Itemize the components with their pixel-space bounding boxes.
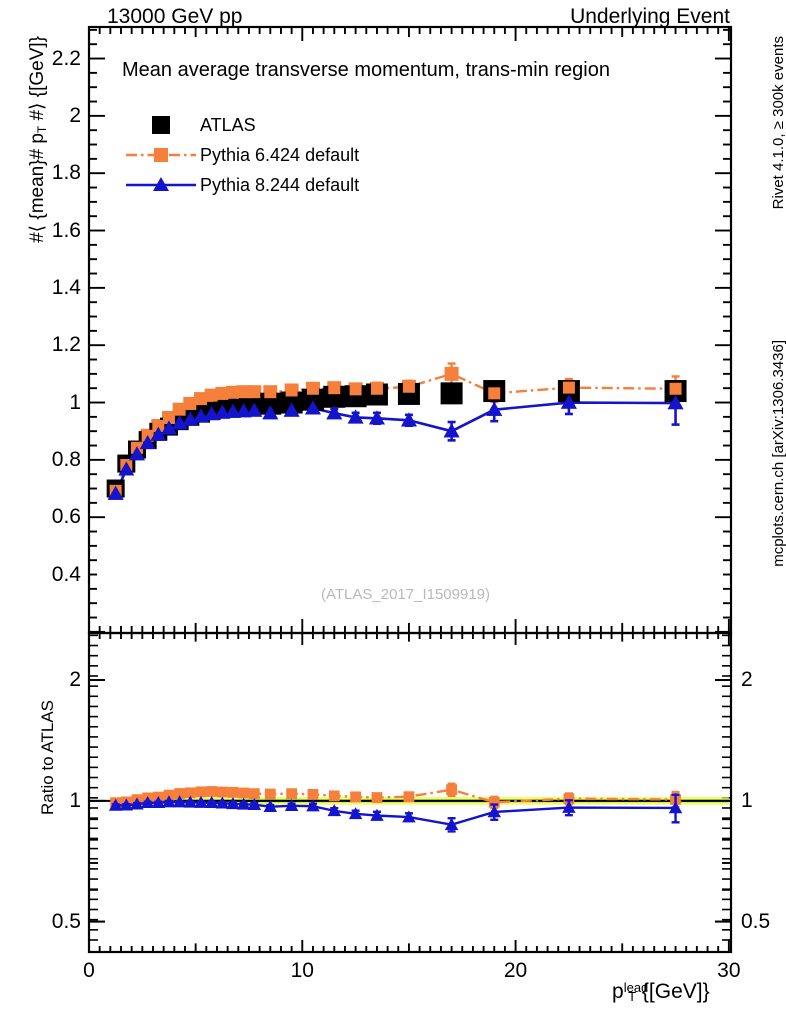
ratio-y-tick-label-right: 2 [741, 668, 753, 692]
legend-marker-square-icon [122, 143, 200, 167]
ratio-y-tick-label: 2 [69, 668, 81, 692]
ratio-y-tick-label-right: 0.5 [741, 909, 771, 933]
main-y-tick-label: 1.8 [51, 161, 81, 185]
main-y-tick-label: 0.6 [51, 505, 81, 529]
legend-marker-triangle-icon [122, 173, 200, 197]
x-axis-label: pleadT {[GeV]} [612, 980, 710, 1005]
legend-item: Pythia 8.244 default [122, 170, 359, 200]
header-right: Underlying Event [570, 5, 730, 28]
main-plot-title: Mean average transverse momentum, trans-… [122, 59, 610, 81]
main-y-tick-label: 1.2 [51, 333, 81, 357]
legend-item-label: Pythia 8.244 default [200, 175, 360, 195]
x-tick-label: 10 [290, 959, 314, 982]
main-y-tick-label: 1.4 [51, 275, 81, 299]
header-left: 13000 GeV pp [107, 5, 243, 28]
main-y-tick-label: 2.2 [51, 46, 81, 70]
legend-marker-square-icon [122, 113, 200, 137]
legend-item: ATLAS [122, 110, 359, 140]
legend: ATLAS Pythia 6.424 default Pythia 8.244 de… [122, 110, 359, 200]
dataset-watermark: (ATLAS_2017_I1509919) [321, 586, 491, 603]
x-tick-label: 30 [717, 959, 741, 982]
main-y-tick-label: 0.8 [51, 447, 81, 471]
x-tick-label: 20 [503, 959, 528, 982]
legend-item-label: ATLAS [200, 115, 256, 135]
main-y-tick-label: 1.6 [51, 218, 81, 242]
x-tick-label: 0 [83, 959, 95, 982]
main-y-tick-label: 1 [69, 390, 81, 414]
ratio-y-tick-label-right: 1 [741, 788, 753, 812]
legend-item: Pythia 6.424 default [122, 140, 359, 170]
main-y-tick-label: 2 [69, 103, 81, 127]
ratio-y-tick-label: 0.5 [51, 909, 81, 933]
legend-item-label: Pythia 6.424 default [200, 145, 360, 165]
ratio-y-tick-label: 1 [69, 788, 81, 812]
main-y-tick-label: 0.4 [51, 562, 81, 586]
